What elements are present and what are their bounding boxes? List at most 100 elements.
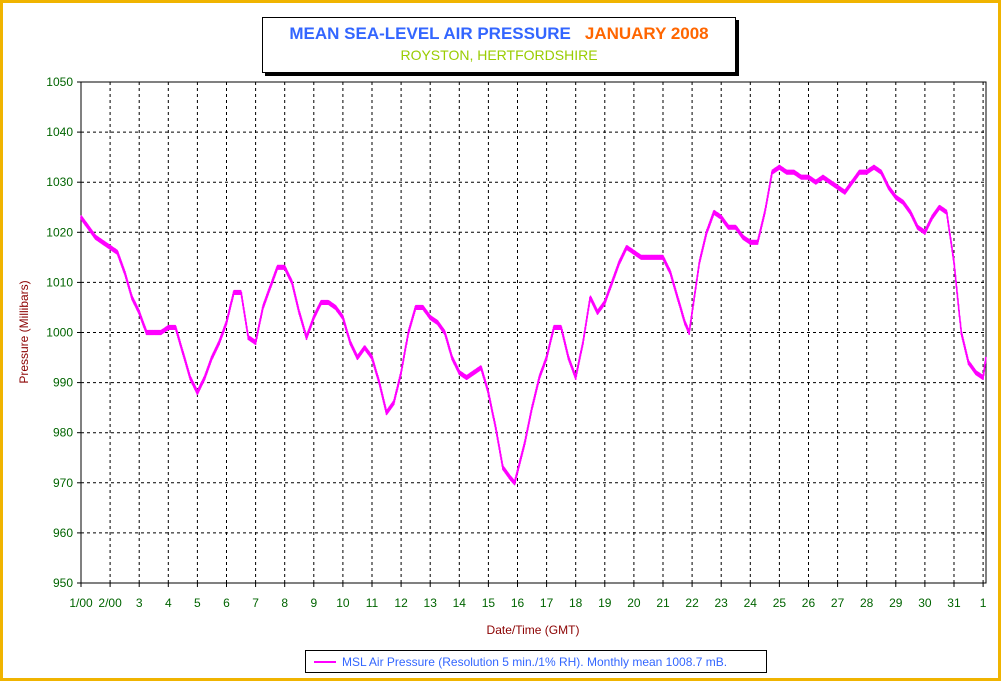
data-point <box>247 336 250 339</box>
data-point <box>436 321 439 324</box>
data-point <box>509 477 512 479</box>
data-point <box>269 286 271 289</box>
data-point <box>102 241 104 244</box>
chart-title-box: MEAN SEA-LEVEL AIR PRESSURE JANUARY 2008 … <box>262 17 736 73</box>
data-point <box>953 261 955 264</box>
data-point <box>524 441 526 444</box>
y-tick-label: 1050 <box>46 75 73 89</box>
data-point <box>865 171 868 173</box>
data-point <box>422 306 424 309</box>
data-point <box>756 241 759 244</box>
data-point <box>771 171 773 173</box>
data-point <box>902 201 904 203</box>
data-point <box>371 356 373 359</box>
data-point <box>633 251 635 254</box>
y-tick-label: 950 <box>53 576 73 590</box>
data-point <box>654 256 657 259</box>
data-point <box>385 411 388 414</box>
data-point <box>94 236 97 239</box>
y-axis-title: Pressure (Millibars) <box>17 280 31 383</box>
data-point <box>924 231 926 234</box>
data-point <box>800 176 802 178</box>
y-tick-label: 1040 <box>46 125 73 139</box>
x-tick-label: 11 <box>366 596 379 610</box>
data-point <box>596 311 599 314</box>
data-point <box>513 482 516 484</box>
data-point <box>582 341 584 344</box>
data-point <box>291 281 293 284</box>
data-point <box>625 246 628 249</box>
data-point <box>844 191 846 193</box>
data-point <box>160 331 162 334</box>
data-point <box>138 311 140 314</box>
data-point <box>443 331 446 334</box>
data-point <box>87 226 90 229</box>
x-tick-label: 23 <box>715 596 729 610</box>
data-point <box>502 467 504 469</box>
x-axis-title: Date/Time (GMT) <box>487 623 580 637</box>
data-point <box>909 211 912 214</box>
data-point <box>618 261 621 264</box>
x-tick-label: 10 <box>336 596 350 610</box>
chart-title: MEAN SEA-LEVEL AIR PRESSURE <box>289 24 571 43</box>
x-tick-label: 19 <box>598 596 612 610</box>
data-point <box>727 226 730 229</box>
x-tick-label: 5 <box>194 596 201 610</box>
x-tick-label: 14 <box>453 596 467 610</box>
data-point <box>676 296 679 299</box>
data-point <box>778 166 781 168</box>
data-point <box>589 296 591 299</box>
data-point <box>538 376 541 379</box>
data-point <box>931 216 933 219</box>
data-point <box>145 331 148 334</box>
data-point <box>793 171 795 173</box>
data-point <box>254 341 257 344</box>
data-point <box>749 241 752 244</box>
data-point <box>640 256 642 259</box>
data-point <box>916 226 919 229</box>
data-point <box>167 326 170 329</box>
data-point <box>705 231 708 234</box>
x-tick-label: 2/00 <box>98 596 122 610</box>
data-point <box>982 376 984 379</box>
x-tick-label: 7 <box>252 596 259 610</box>
x-tick-label: 13 <box>424 596 438 610</box>
data-point <box>494 426 497 429</box>
data-point <box>895 196 897 198</box>
data-point <box>305 336 308 339</box>
data-point <box>688 331 690 334</box>
chart-subtitle: ROYSTON, HERTFORDSHIRE <box>400 47 598 63</box>
data-point <box>764 211 766 214</box>
x-tick-label: 20 <box>627 596 641 610</box>
data-point <box>880 171 882 173</box>
y-tick-label: 1020 <box>46 225 73 239</box>
data-point <box>858 171 861 173</box>
legend-swatch-msl-pressure <box>314 660 336 663</box>
data-point <box>734 226 737 229</box>
data-point <box>429 316 432 319</box>
data-point <box>203 376 206 379</box>
x-tick-label: 1/00 <box>69 596 93 610</box>
data-point <box>669 271 672 274</box>
series-layer <box>80 164 987 486</box>
data-point <box>713 211 715 214</box>
data-point <box>473 371 475 374</box>
data-point <box>349 341 352 344</box>
data-point <box>698 261 701 264</box>
data-point <box>662 256 664 259</box>
x-tick-label: 29 <box>889 596 903 610</box>
x-tick-label: 25 <box>773 596 787 610</box>
data-point <box>240 291 242 294</box>
data-point <box>152 331 155 334</box>
y-tick-label: 1000 <box>46 326 73 340</box>
x-tick-label: 3 <box>136 596 143 610</box>
data-point <box>851 181 853 183</box>
data-point <box>196 391 199 394</box>
data-point <box>836 186 839 188</box>
data-point <box>458 371 461 374</box>
data-point <box>967 361 970 364</box>
y-tick-label: 980 <box>53 426 73 440</box>
data-point <box>480 366 482 369</box>
data-point <box>785 171 788 173</box>
